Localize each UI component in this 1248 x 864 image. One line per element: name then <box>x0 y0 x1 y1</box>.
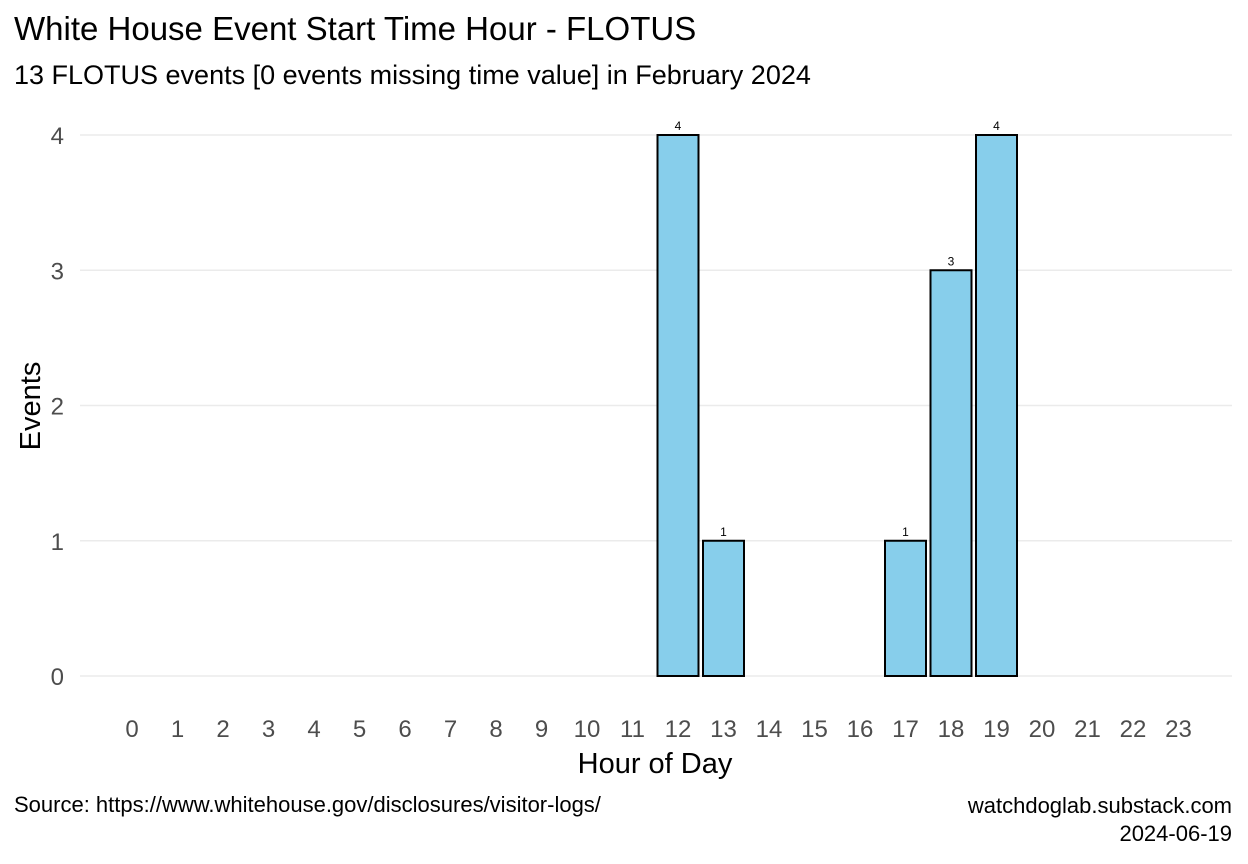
bars <box>656 134 1018 677</box>
x-tick-label: 9 <box>535 716 548 743</box>
x-tick-label: 7 <box>444 716 457 743</box>
chart-title: White House Event Start Time Hour - FLOT… <box>14 10 697 47</box>
bar <box>656 134 700 677</box>
x-tick-label: 16 <box>847 716 874 743</box>
bar-value-label: 4 <box>993 119 1000 133</box>
x-tick-label: 4 <box>307 716 320 743</box>
x-tick-label: 13 <box>710 716 737 743</box>
bar-value-label: 1 <box>720 525 727 539</box>
y-tick-label: 1 <box>51 529 64 556</box>
x-tick-label: 14 <box>756 716 783 743</box>
y-axis-label: Events <box>15 362 47 451</box>
y-tick-label: 2 <box>51 394 64 421</box>
bar <box>975 134 1018 677</box>
y-tick-label: 3 <box>51 258 64 285</box>
bar <box>929 269 973 677</box>
x-tick-label: 22 <box>1120 716 1147 743</box>
bar <box>702 539 745 677</box>
bar-value-label: 1 <box>902 525 909 539</box>
y-tick-label: 0 <box>51 664 64 691</box>
bar <box>884 539 927 677</box>
x-tick-label: 2 <box>216 716 229 743</box>
x-tick-labels: 0 1 2 3 4 5 6 7 8 9 10 11 12 13 14 15 16 17 18 19 20 21 22 23 <box>125 716 1192 743</box>
x-tick-label: 8 <box>489 716 502 743</box>
y-tick-label: 4 <box>51 123 64 150</box>
x-tick-label: 18 <box>938 716 965 743</box>
x-tick-label: 17 <box>892 716 919 743</box>
x-tick-label: 1 <box>171 716 184 743</box>
x-tick-label: 23 <box>1165 716 1192 743</box>
x-tick-label: 19 <box>983 716 1010 743</box>
x-axis-label: Hour of Day <box>578 748 733 780</box>
data-labels: 4 1 1 3 4 <box>675 119 1001 539</box>
x-tick-label: 12 <box>665 716 692 743</box>
x-tick-label: 6 <box>398 716 411 743</box>
grid-lines <box>80 134 1232 677</box>
x-tick-label: 21 <box>1074 716 1101 743</box>
credit-site: watchdoglab.substack.com <box>967 793 1232 818</box>
bar-value-label: 3 <box>948 254 955 268</box>
x-tick-label: 10 <box>574 716 601 743</box>
x-tick-label: 15 <box>801 716 828 743</box>
x-tick-label: 5 <box>353 716 366 743</box>
chart-subtitle: 13 FLOTUS events [0 events missing time … <box>14 60 811 90</box>
credit-date: 2024-06-19 <box>1119 821 1232 846</box>
bar-value-label: 4 <box>675 119 682 133</box>
source-caption: Source: https://www.whitehouse.gov/discl… <box>14 792 601 817</box>
x-tick-label: 11 <box>620 716 645 743</box>
x-tick-label: 20 <box>1029 716 1056 743</box>
x-tick-label: 0 <box>125 716 138 743</box>
x-tick-label: 3 <box>262 716 275 743</box>
credit-caption: watchdoglab.substack.com 2024-06-19 <box>968 792 1232 848</box>
y-tick-labels: 0 1 2 3 4 <box>51 123 64 691</box>
